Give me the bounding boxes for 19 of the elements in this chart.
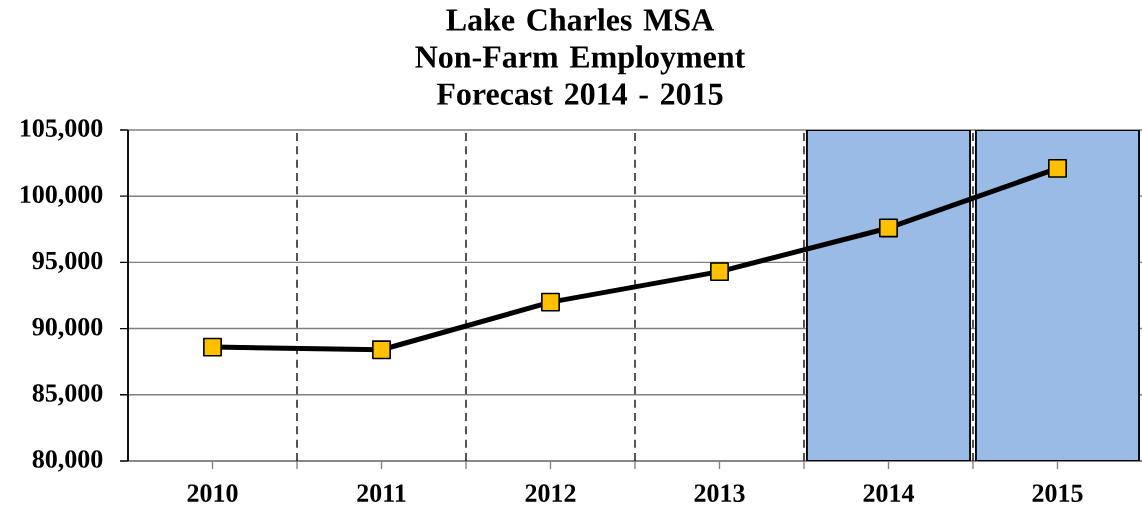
- x-tick-label: 2012: [525, 484, 576, 502]
- y-tick-label: 105,000: [20, 119, 103, 141]
- point: [203, 337, 222, 357]
- x-tick-label: 2015: [1032, 484, 1083, 502]
- x-tick-label: 2011: [357, 484, 406, 502]
- y-tick-label: 90,000: [32, 317, 103, 340]
- point: [541, 292, 560, 312]
- y-tick-label: 100,000: [20, 185, 103, 207]
- point: [879, 218, 898, 238]
- chart-title: Lake Charles MSA Non-Farm Employment Forecast 2014 - 2015: [415, 8, 746, 105]
- point: [1048, 158, 1067, 178]
- x-tick-label: 2010: [187, 484, 238, 502]
- y-tick-label: 80,000: [32, 450, 103, 472]
- x-tick-label: 2014: [863, 484, 914, 502]
- y-tick-label: 85,000: [32, 384, 103, 406]
- point: [710, 262, 729, 282]
- y-tick-label: 95,000: [32, 251, 103, 274]
- x-tick-label: 2013: [694, 484, 745, 502]
- point: [372, 340, 391, 360]
